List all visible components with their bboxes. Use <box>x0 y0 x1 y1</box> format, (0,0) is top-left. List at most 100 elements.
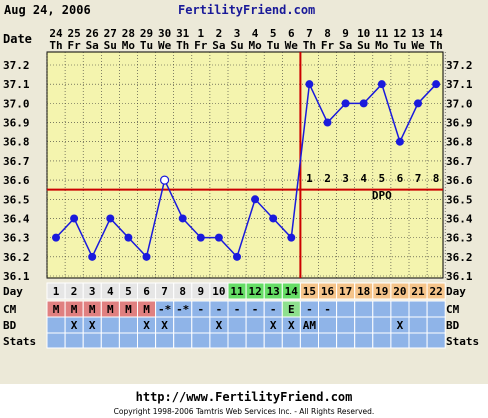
row-label-cm: CM <box>3 303 17 316</box>
cm-cell <box>372 300 392 318</box>
row-label-cm-right: CM <box>446 303 460 316</box>
weekday-label: Fr <box>194 39 208 52</box>
bd-value: X <box>270 319 277 332</box>
cycle-day-number: 10 <box>212 285 225 298</box>
bd-cell <box>354 316 374 334</box>
cm-value: -* <box>176 303 189 316</box>
weekday-label: Tu <box>267 39 280 52</box>
temperature-point <box>178 214 187 223</box>
cycle-day-number: 17 <box>339 285 352 298</box>
bd-value: X <box>216 319 223 332</box>
dpo-number: 7 <box>415 172 422 185</box>
stats-cell <box>318 332 338 349</box>
date-label: 12 <box>393 27 406 40</box>
cycle-day-number: 9 <box>197 285 204 298</box>
stats-cell <box>372 332 392 349</box>
cm-value: - <box>270 303 277 316</box>
date-label: 1 <box>197 27 204 40</box>
stats-cell <box>390 332 410 349</box>
temperature-point-open <box>160 175 170 185</box>
weekday-label: Su <box>104 39 117 52</box>
bd-cell <box>118 316 139 334</box>
weekday-label: Th <box>49 39 62 52</box>
y-tick-left: 36.6 <box>3 174 30 187</box>
cycle-day-number: 3 <box>89 285 96 298</box>
temperature-point <box>359 99 368 108</box>
stats-cell <box>426 332 446 349</box>
weekday-label: Mo <box>375 39 389 52</box>
stats-cell <box>354 332 374 349</box>
dpo-label: DPO <box>372 189 392 202</box>
date-label: 14 <box>429 27 443 40</box>
bd-value: X <box>397 319 404 332</box>
date-label: 26 <box>86 27 100 40</box>
chart-outer-white <box>0 384 488 418</box>
cm-value: - <box>216 303 223 316</box>
bd-cell <box>191 316 211 334</box>
dpo-number: 4 <box>360 172 367 185</box>
date-label: 2 <box>216 27 223 40</box>
weekday-label: Tu <box>393 39 406 52</box>
cycle-day-number: 5 <box>125 285 132 298</box>
cm-value: M <box>143 303 150 316</box>
date-label: 11 <box>375 27 389 40</box>
row-header-date: Date <box>3 32 32 46</box>
weekday-label: Sa <box>86 39 99 52</box>
stats-cell <box>336 332 356 349</box>
y-tick-left: 36.9 <box>3 117 30 130</box>
bd-value: X <box>161 319 168 332</box>
bd-cell <box>318 316 338 334</box>
date-label: 13 <box>411 27 424 40</box>
row-label-bd: BD <box>3 319 17 332</box>
weekday-label: Sa <box>339 39 352 52</box>
temperature-point <box>287 233 296 242</box>
temperature-point <box>251 195 260 204</box>
cycle-day-number: 14 <box>285 285 299 298</box>
stats-cell <box>299 332 319 349</box>
y-tick-right: 36.7 <box>446 155 473 168</box>
weekday-label: Fr <box>67 39 81 52</box>
temperature-point <box>305 80 314 89</box>
y-tick-right: 37.2 <box>446 59 473 72</box>
weekday-label: Mo <box>248 39 262 52</box>
bd-cell <box>173 316 193 334</box>
bd-cell <box>336 316 356 334</box>
dpo-number: 3 <box>342 172 349 185</box>
weekday-label: Th <box>429 39 442 52</box>
stats-cell <box>64 332 84 349</box>
cycle-day-number: 20 <box>393 285 406 298</box>
footer-url: http://www.FertilityFriend.com <box>136 390 353 404</box>
row-label-stats-right: Stats <box>446 335 479 348</box>
stats-cell <box>82 332 102 349</box>
cm-cell <box>426 300 446 318</box>
cycle-day-number: 22 <box>429 285 442 298</box>
date-label: 31 <box>176 27 190 40</box>
bd-value: X <box>288 319 295 332</box>
stats-cell <box>100 332 120 349</box>
weekday-label: Sa <box>212 39 225 52</box>
temperature-point <box>414 99 422 108</box>
temperature-point <box>395 137 404 146</box>
date-label: 30 <box>158 27 171 40</box>
bd-cell <box>227 316 247 334</box>
temperature-point <box>88 252 97 261</box>
row-label-day-right: Day <box>446 285 466 298</box>
date-label: 8 <box>324 27 331 40</box>
cm-cell <box>354 300 374 318</box>
y-tick-left: 36.5 <box>3 193 30 206</box>
dpo-number: 2 <box>324 172 331 185</box>
cm-value: E <box>288 303 295 316</box>
date-label: 28 <box>122 27 135 40</box>
date-label: 4 <box>252 27 259 40</box>
row-label-bd-right: BD <box>446 319 460 332</box>
y-tick-left: 36.1 <box>3 270 30 283</box>
cm-value: M <box>53 303 60 316</box>
chart-date: Aug 24, 2006 <box>4 3 91 17</box>
cycle-day-number: 21 <box>411 285 425 298</box>
weekday-label: Mo <box>122 39 136 52</box>
y-tick-right: 36.1 <box>446 270 473 283</box>
temperature-point <box>52 233 60 242</box>
stats-cell <box>155 332 175 349</box>
cm-value: - <box>252 303 259 316</box>
